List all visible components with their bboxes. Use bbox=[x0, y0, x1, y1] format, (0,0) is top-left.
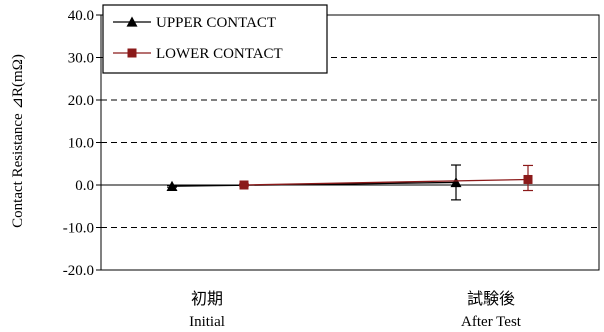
marker-square bbox=[239, 180, 249, 190]
y-axis-label: Contact Resistance ⊿R(mΩ) bbox=[10, 54, 26, 228]
series-upper-contact bbox=[166, 164, 462, 201]
y-tick-label: 20.0 bbox=[68, 93, 94, 109]
x-category-label-en: Initial bbox=[189, 314, 225, 330]
series-line bbox=[171, 181, 457, 187]
x-category-label-jp: 試験後 bbox=[467, 290, 515, 308]
y-tick-label: 30.0 bbox=[68, 51, 94, 67]
y-tick-label: 10.0 bbox=[68, 136, 94, 152]
legend-item: UPPER CONTACT bbox=[113, 15, 276, 31]
marker-triangle bbox=[166, 180, 178, 191]
series-line bbox=[243, 178, 529, 186]
y-axis: -20.0 -10.0 0.0 10.0 20.0 30.0 40.0 bbox=[63, 8, 101, 279]
x-axis-labels: 初期 Initial 試験後 After Test bbox=[189, 290, 522, 330]
legend-box bbox=[102, 4, 328, 74]
x-category-label-en: After Test bbox=[461, 314, 522, 330]
legend-item: LOWER CONTACT bbox=[113, 46, 283, 62]
y-tick-label: 40.0 bbox=[68, 8, 94, 24]
y-tick-label: 0.0 bbox=[75, 178, 94, 194]
series-layer bbox=[166, 164, 533, 201]
marker-triangle bbox=[126, 16, 138, 27]
marker-triangle bbox=[450, 176, 462, 188]
grid-lines bbox=[101, 57, 599, 228]
series-lower-contact bbox=[239, 164, 533, 192]
legend-label: UPPER CONTACT bbox=[156, 15, 276, 31]
y-tick-label: -10.0 bbox=[63, 221, 94, 237]
legend-label: LOWER CONTACT bbox=[156, 46, 283, 62]
y-tick-label: -20.0 bbox=[63, 263, 94, 279]
marker-square bbox=[127, 48, 137, 58]
legend: UPPER CONTACT LOWER CONTACT bbox=[102, 4, 328, 74]
x-category-label-jp: 初期 bbox=[191, 290, 223, 308]
marker-square bbox=[523, 174, 533, 184]
